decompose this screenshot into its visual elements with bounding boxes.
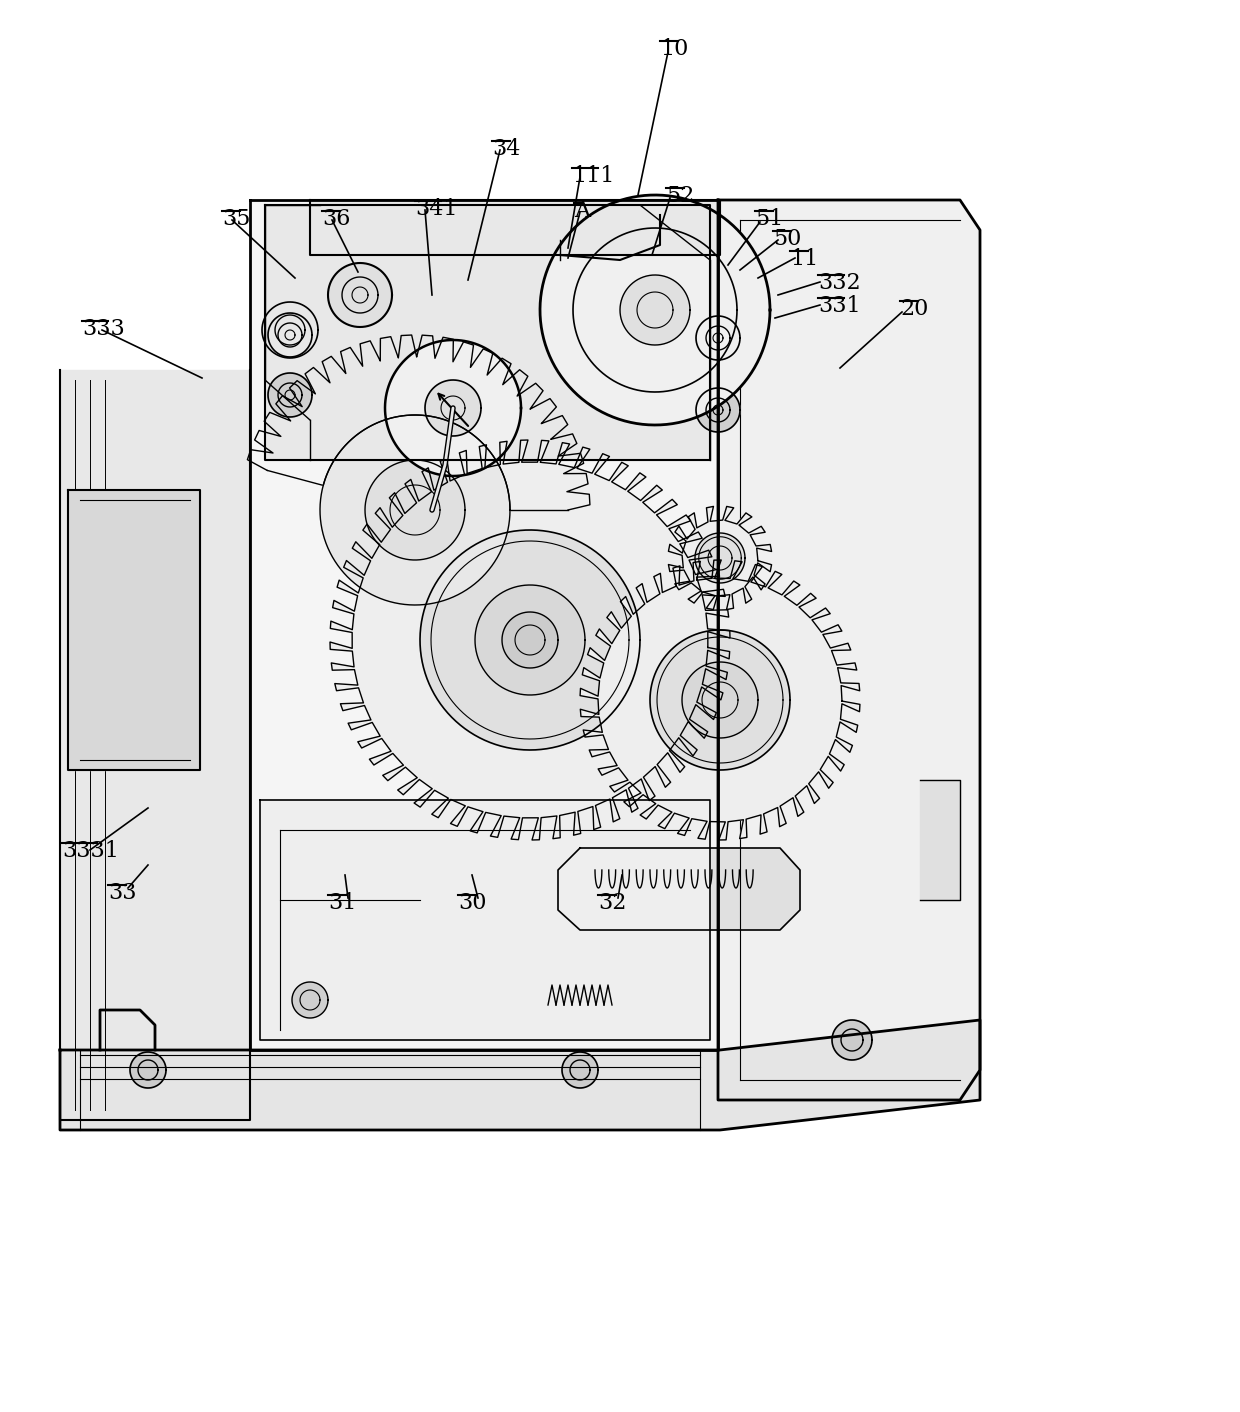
Polygon shape	[365, 460, 465, 561]
Polygon shape	[694, 532, 745, 583]
Polygon shape	[539, 195, 770, 425]
Polygon shape	[268, 373, 312, 417]
Polygon shape	[60, 370, 250, 1120]
Polygon shape	[130, 1052, 166, 1089]
Polygon shape	[502, 611, 558, 668]
Polygon shape	[718, 201, 980, 1100]
Text: 51: 51	[755, 208, 784, 230]
Polygon shape	[291, 981, 329, 1018]
Polygon shape	[329, 263, 392, 328]
Polygon shape	[324, 415, 510, 510]
Polygon shape	[384, 340, 521, 476]
Text: 52: 52	[666, 185, 694, 208]
Polygon shape	[60, 1019, 980, 1130]
Polygon shape	[650, 630, 790, 770]
Polygon shape	[268, 313, 312, 357]
Polygon shape	[330, 441, 730, 840]
Polygon shape	[260, 801, 711, 1041]
Text: 331: 331	[818, 295, 861, 318]
Text: 3331: 3331	[62, 840, 119, 861]
Polygon shape	[832, 1019, 872, 1060]
Polygon shape	[696, 316, 740, 360]
Polygon shape	[310, 201, 720, 256]
Polygon shape	[475, 585, 585, 695]
Text: 31: 31	[329, 892, 356, 914]
Text: 35: 35	[222, 208, 250, 230]
Text: 332: 332	[818, 273, 861, 294]
Polygon shape	[620, 275, 689, 345]
Polygon shape	[68, 490, 200, 770]
Text: 34: 34	[492, 138, 521, 160]
Polygon shape	[580, 561, 859, 840]
Text: 10: 10	[660, 38, 688, 59]
Polygon shape	[320, 415, 510, 604]
Polygon shape	[562, 1052, 598, 1089]
Polygon shape	[420, 530, 640, 750]
Text: 33: 33	[108, 882, 136, 904]
Polygon shape	[682, 662, 758, 738]
Polygon shape	[668, 507, 771, 610]
Polygon shape	[425, 380, 481, 436]
Polygon shape	[265, 205, 711, 460]
Text: 111: 111	[572, 165, 614, 186]
Text: 341: 341	[415, 198, 458, 220]
Polygon shape	[920, 779, 960, 899]
Text: 20: 20	[900, 298, 929, 321]
Text: 333: 333	[82, 318, 125, 340]
Text: 36: 36	[322, 208, 351, 230]
Text: 50: 50	[773, 227, 801, 250]
Text: 11: 11	[790, 249, 818, 270]
Polygon shape	[250, 201, 718, 1051]
Text: 32: 32	[598, 892, 626, 914]
Polygon shape	[558, 849, 800, 931]
Text: A: A	[574, 201, 590, 222]
Polygon shape	[696, 388, 740, 432]
Text: 30: 30	[458, 892, 486, 914]
Polygon shape	[262, 302, 317, 359]
